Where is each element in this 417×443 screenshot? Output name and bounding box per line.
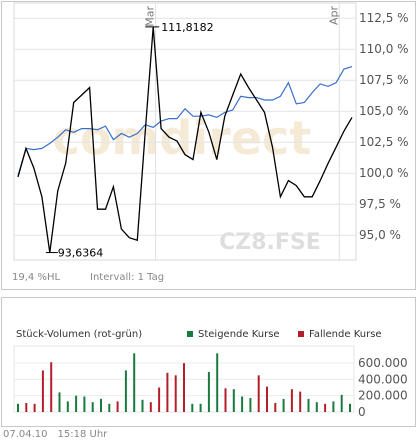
volume-bar bbox=[324, 403, 327, 412]
volume-bar bbox=[100, 398, 102, 412]
volume-bar bbox=[216, 353, 219, 412]
price-y-tick: 100,0 % bbox=[359, 166, 409, 180]
price-y-tick: 107,5 % bbox=[359, 73, 409, 87]
volume-bar bbox=[274, 403, 277, 412]
price-line-black bbox=[17, 26, 353, 253]
volume-bar bbox=[133, 353, 136, 412]
volume-bar bbox=[25, 403, 28, 412]
legend-down-label: Fallende Kurse bbox=[309, 329, 382, 340]
volume-bar bbox=[257, 375, 260, 412]
footer-date: 07.04.10 bbox=[3, 429, 48, 440]
volume-bar bbox=[332, 401, 335, 412]
volume-bar bbox=[340, 394, 343, 412]
volume-bar bbox=[58, 392, 61, 412]
max-value-label: 111,8182 bbox=[161, 21, 214, 34]
volume-bar bbox=[349, 403, 351, 412]
volume-bar bbox=[149, 402, 152, 412]
volume-bar bbox=[290, 389, 293, 412]
volume-bar bbox=[249, 398, 252, 412]
volume-bar bbox=[50, 362, 53, 412]
month-label: Apr bbox=[327, 6, 340, 26]
volume-bar bbox=[116, 401, 119, 412]
footer-time: 15:18 Uhr bbox=[57, 429, 108, 440]
volume-bar bbox=[158, 387, 161, 412]
volume-bar bbox=[282, 398, 285, 412]
volume-chart: Stück-Volumen (rot-grün) Steigende Kurse… bbox=[13, 329, 408, 419]
volume-bar bbox=[266, 386, 268, 412]
volume-bar bbox=[108, 403, 111, 412]
price-y-tick: 105,0 % bbox=[359, 104, 409, 118]
legend-down-swatch bbox=[298, 331, 304, 337]
volume-bar bbox=[166, 372, 169, 412]
min-value-label: 93,6364 bbox=[58, 247, 104, 260]
footer-timestamp: 07.04.10 15:18 Uhr bbox=[3, 429, 117, 440]
volume-bar bbox=[191, 403, 194, 412]
legend-up-label: Steigende Kurse bbox=[198, 329, 280, 340]
volume-chart-panel: Stück-Volumen (rot-grün) Steigende Kurse… bbox=[1, 297, 416, 427]
volume-bar bbox=[91, 402, 94, 412]
interval-label: Intervall: 1 Tag bbox=[90, 272, 164, 283]
volume-bar bbox=[141, 399, 144, 412]
price-chart: comdirect CZ8.FSE 111,8182 93,6364 112,5 … bbox=[12, 2, 409, 283]
volume-bar bbox=[174, 375, 177, 412]
volume-y-tick: 200.000 bbox=[358, 389, 408, 403]
volume-bar bbox=[241, 396, 244, 412]
price-y-tick: 110,0 % bbox=[359, 42, 409, 56]
hl-label: 19,4 %HL bbox=[12, 272, 60, 283]
volume-bar bbox=[207, 372, 210, 412]
price-y-tick: 95,0 % bbox=[359, 228, 401, 242]
volume-bar bbox=[224, 388, 227, 412]
volume-bar bbox=[307, 398, 310, 412]
price-y-tick: 102,5 % bbox=[359, 135, 409, 149]
volume-bar bbox=[66, 401, 69, 412]
volume-bar bbox=[199, 403, 202, 412]
legend-up-swatch bbox=[187, 331, 193, 337]
price-y-tick: 97,5 % bbox=[359, 197, 401, 211]
volume-title: Stück-Volumen (rot-grün) bbox=[16, 329, 142, 340]
volume-y-tick: 600.000 bbox=[358, 356, 408, 370]
price-line-blue bbox=[17, 66, 353, 176]
volume-bar bbox=[124, 370, 127, 412]
volume-y-tick: 400.000 bbox=[358, 372, 408, 386]
price-chart-panel: comdirect CZ8.FSE 111,8182 93,6364 112,5 … bbox=[1, 1, 416, 290]
month-label: Mar bbox=[144, 6, 157, 27]
watermark-symbol: CZ8.FSE bbox=[219, 230, 321, 255]
watermark-logo: comdirect bbox=[53, 111, 312, 165]
volume-bar bbox=[17, 403, 19, 412]
volume-bar bbox=[232, 389, 235, 412]
volume-bar bbox=[183, 363, 185, 412]
volume-bar bbox=[299, 391, 302, 412]
volume-bar bbox=[41, 370, 44, 412]
volume-y-tick: 0 bbox=[358, 405, 366, 419]
volume-bar bbox=[83, 396, 86, 412]
volume-bar bbox=[315, 402, 318, 412]
plot-frame bbox=[13, 2, 357, 261]
price-y-tick: 112,5 % bbox=[359, 11, 409, 25]
volume-bar bbox=[75, 395, 78, 412]
volume-bar bbox=[33, 403, 36, 412]
